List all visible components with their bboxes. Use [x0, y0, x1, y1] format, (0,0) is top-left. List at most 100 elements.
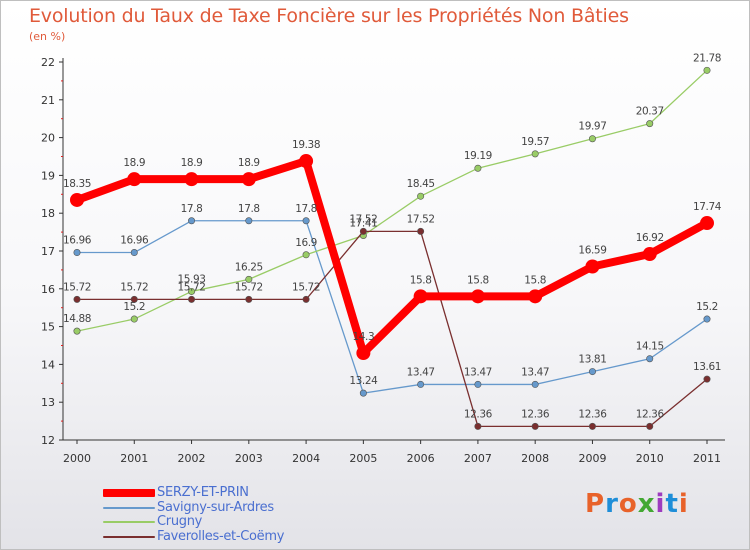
x-tick-label: 2011	[693, 452, 721, 465]
series-line	[76, 230, 708, 428]
x-tick-label: 2007	[464, 452, 492, 465]
data-label: 14.3	[352, 331, 374, 343]
data-point	[245, 275, 253, 283]
legend-swatch	[103, 489, 155, 498]
series-line	[73, 157, 711, 358]
data-point	[646, 120, 654, 128]
legend-swatch	[103, 535, 155, 538]
data-label: 18.9	[123, 157, 145, 169]
data-label: 15.72	[235, 281, 263, 293]
chart-title: Evolution du Taux de Taxe Foncière sur l…	[29, 5, 629, 27]
legend-label: Savigny-sur-Ardres	[157, 499, 274, 515]
logo-letter: i	[678, 489, 689, 519]
data-label: 15.72	[120, 281, 148, 293]
data-point	[531, 380, 539, 388]
data-point	[531, 422, 539, 430]
data-point	[474, 164, 482, 172]
legend-item: Faverolles-et-Coëmy	[103, 528, 285, 545]
logo-letter: r	[605, 489, 619, 519]
chart-legend: SERZY-ET-PRIN Savigny-sur-Ardres Crugny Fav…	[103, 486, 284, 544]
data-label: 16.59	[578, 244, 606, 256]
y-tick-label: 16	[41, 283, 55, 296]
y-tick-label: 18	[41, 207, 55, 220]
y-tick-label: 15	[41, 321, 55, 334]
data-label: 13.81	[578, 354, 606, 366]
y-tick-label: 19	[41, 169, 55, 182]
data-label: 17.8	[181, 203, 203, 215]
x-tick-label: 2003	[235, 452, 263, 465]
data-label: 18.9	[238, 157, 260, 169]
data-point	[642, 247, 657, 262]
x-tick-label: 2005	[349, 452, 377, 465]
data-point	[703, 315, 711, 323]
data-label: 17.52	[349, 213, 377, 225]
x-tick-label: 2001	[120, 452, 148, 465]
data-point	[359, 227, 367, 235]
series-line	[76, 69, 708, 332]
data-point	[588, 135, 596, 143]
data-label: 18.45	[407, 178, 435, 190]
data-label: 15.72	[178, 281, 206, 293]
data-label: 12.36	[636, 408, 665, 420]
y-tick-label: 12	[41, 434, 55, 447]
logo-letter: t	[665, 489, 679, 519]
legend-item: SERZY-ET-PRIN	[103, 486, 284, 501]
data-point	[130, 295, 138, 303]
data-point	[413, 289, 428, 304]
data-point	[188, 217, 196, 225]
data-label: 15.8	[410, 274, 432, 286]
data-point	[245, 295, 253, 303]
data-point	[302, 217, 310, 225]
data-label: 15.2	[696, 301, 718, 313]
logo-letter: P	[585, 489, 606, 519]
data-label: 15.8	[524, 274, 546, 286]
data-point	[588, 368, 596, 376]
data-label: 19.97	[578, 121, 606, 133]
data-label: 19.38	[292, 139, 320, 151]
data-point	[73, 295, 81, 303]
data-label: 20.37	[636, 106, 664, 118]
data-point	[359, 389, 367, 397]
y-unit-label: (en %)	[29, 30, 66, 43]
data-label: 13.47	[407, 366, 435, 378]
legend-item: Crugny	[103, 515, 284, 530]
data-point	[588, 422, 596, 430]
y-tick-label: 17	[41, 245, 55, 258]
data-point	[417, 227, 425, 235]
x-tick-label: 2002	[178, 452, 206, 465]
legend-label: Faverolles-et-Coëmy	[157, 528, 285, 544]
x-tick-label: 2008	[521, 452, 549, 465]
data-label: 17.8	[295, 203, 317, 215]
data-label: 13.47	[464, 366, 492, 378]
data-label: 15.72	[292, 281, 320, 293]
data-point	[302, 251, 310, 259]
y-tick-label: 14	[41, 358, 55, 371]
data-point	[474, 380, 482, 388]
data-point	[188, 287, 196, 295]
data-label: 13.47	[521, 366, 549, 378]
logo-letter: o	[618, 489, 638, 519]
data-point	[302, 295, 310, 303]
data-label: 21.78	[693, 52, 721, 64]
y-tick-label: 20	[41, 132, 55, 145]
data-point	[245, 217, 253, 225]
data-label: 15.72	[63, 281, 91, 293]
x-tick-label: 2009	[578, 452, 606, 465]
data-label: 17.8	[238, 203, 260, 215]
series-line	[76, 220, 708, 394]
data-label: 18.9	[181, 157, 203, 169]
data-point	[73, 327, 81, 335]
data-point	[703, 66, 711, 74]
logo-letter: i	[655, 489, 666, 519]
y-tick-label: 13	[41, 396, 55, 409]
x-tick-label: 2006	[407, 452, 435, 465]
data-label: 19.57	[521, 136, 549, 148]
data-point	[646, 422, 654, 430]
data-label: 16.9	[295, 237, 317, 249]
legend-swatch	[103, 521, 155, 524]
data-label: 13.61	[693, 361, 721, 373]
data-point	[700, 216, 714, 231]
data-label: 16.92	[636, 232, 664, 244]
